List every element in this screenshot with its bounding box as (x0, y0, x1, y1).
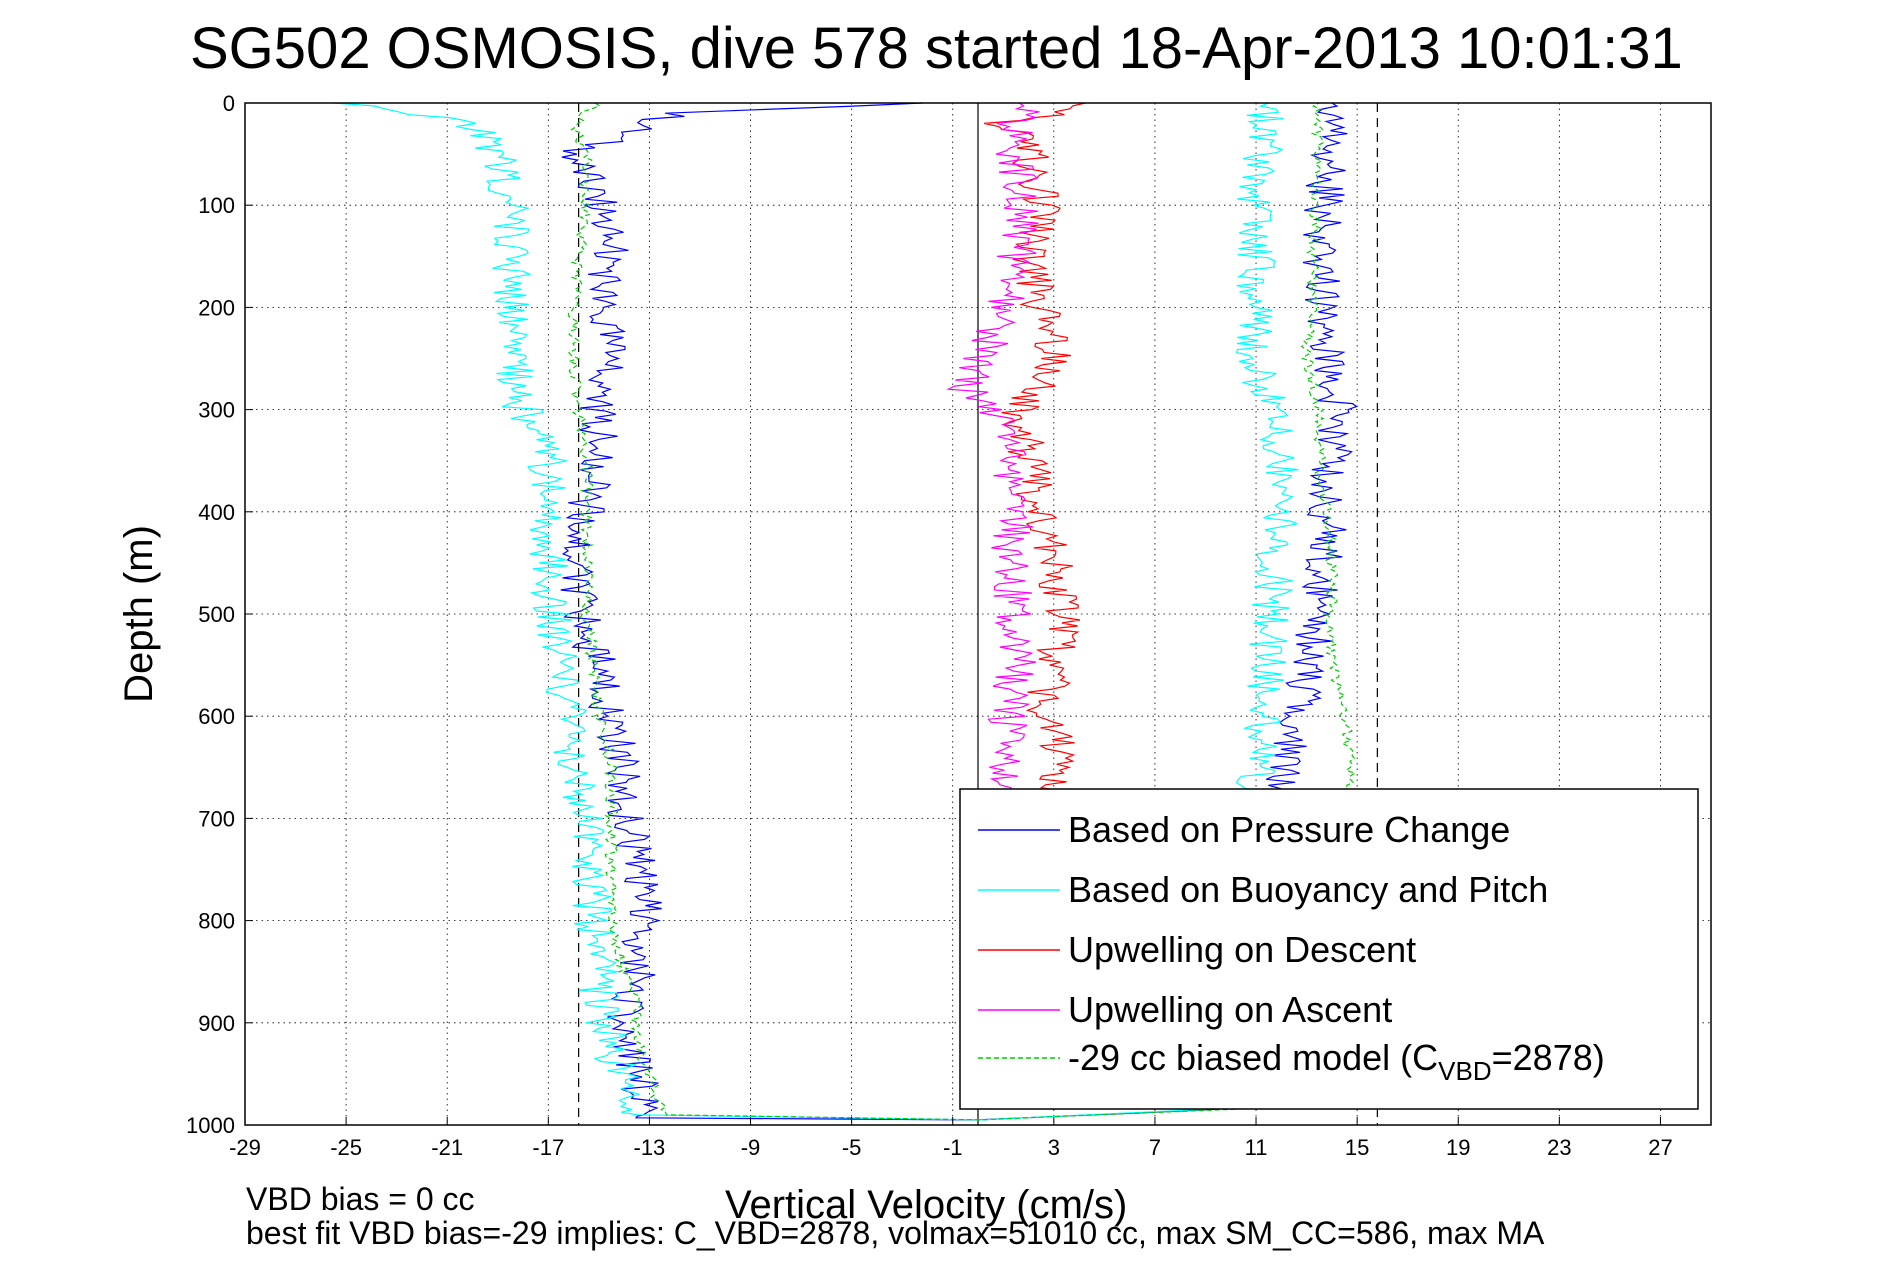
legend-label: -29 cc biased model (CVBD=2878) (1068, 1037, 1605, 1086)
x-tick-label: 7 (1149, 1135, 1161, 1160)
y-tick-label: 1000 (186, 1113, 235, 1138)
x-tick-label: -29 (229, 1135, 261, 1160)
y-tick-label: 900 (198, 1011, 235, 1036)
x-tick-label: -25 (330, 1135, 362, 1160)
y-axis-label: Depth (m) (117, 525, 161, 703)
plot-frame (244, 102, 1712, 1126)
series-lines (333, 102, 1370, 1121)
y-axis-ticks: 0 100 200 300 400 500 600 700 800 900 1000 (186, 91, 253, 1138)
x-tick-label: -21 (431, 1135, 463, 1160)
legend-label: Upwelling on Descent (1068, 929, 1416, 970)
best-fit-note: best fit VBD bias=-29 implies: C_VBD=287… (246, 1215, 1545, 1251)
y-tick-label: 800 (198, 909, 235, 934)
series-line-5 (567, 102, 1370, 1121)
x-tick-label: 15 (1345, 1135, 1369, 1160)
x-tick-label: 19 (1446, 1135, 1470, 1160)
series-line-3 (983, 102, 1086, 819)
x-tick-label: 23 (1547, 1135, 1571, 1160)
x-tick-label: -1 (943, 1135, 963, 1160)
vbd-bias-note: VBD bias = 0 cc (246, 1181, 475, 1217)
x-axis-ticks: -29 -25 -21 -17 -13 -9 -5 -1 3 7 11 15 19 23 27 (229, 1117, 1673, 1160)
y-tick-label: 0 (223, 91, 235, 116)
y-tick-label: 700 (198, 806, 235, 831)
x-tick-label: -17 (532, 1135, 564, 1160)
x-tick-label: 3 (1048, 1135, 1060, 1160)
y-tick-label: 300 (198, 398, 235, 423)
y-tick-label: 500 (198, 602, 235, 627)
x-tick-label: 11 (1245, 1135, 1268, 1160)
legend-label: Based on Buoyancy and Pitch (1068, 869, 1548, 910)
chart-title: SG502 OSMOSIS, dive 578 started 18-Apr-2… (190, 16, 1683, 81)
x-tick-label: 27 (1648, 1135, 1672, 1160)
legend-label: Based on Pressure Change (1068, 809, 1510, 850)
y-tick-label: 100 (198, 193, 235, 218)
legend-label: Upwelling on Ascent (1068, 989, 1392, 1030)
y-tick-label: 400 (198, 500, 235, 525)
x-tick-label: -13 (634, 1135, 666, 1160)
legend: Based on Pressure Change Based on Buoyanc… (959, 788, 1699, 1110)
series-line-1 (560, 102, 1358, 1121)
legend-box (959, 788, 1699, 1110)
series-line-4 (946, 102, 1040, 819)
y-tick-label: 600 (198, 704, 235, 729)
x-tick-label: -9 (741, 1135, 761, 1160)
x-tick-label: -5 (842, 1135, 862, 1160)
x-axis-label: Vertical Velocity (cm/s) (725, 1183, 1127, 1227)
y-tick-label: 200 (198, 295, 235, 320)
